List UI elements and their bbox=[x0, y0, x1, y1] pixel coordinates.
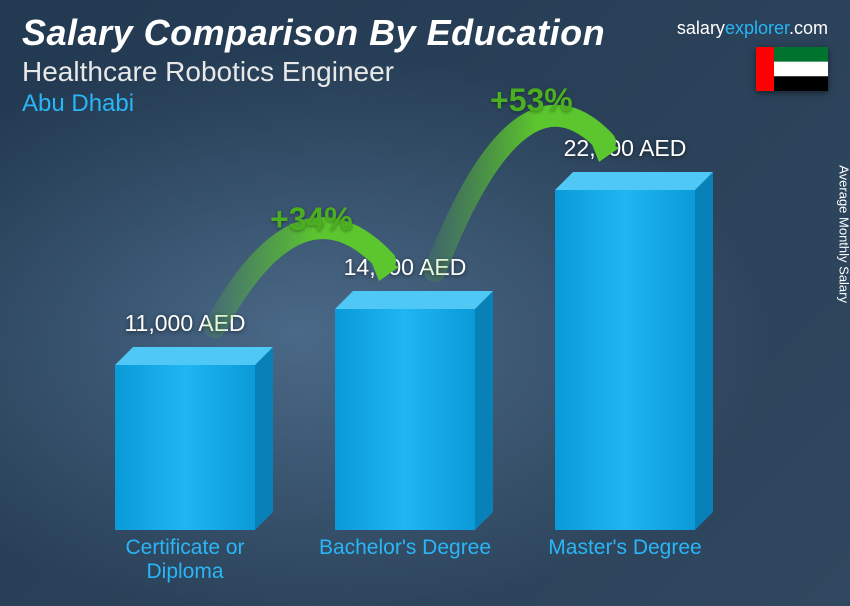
brand-text: salaryexplorer.com bbox=[677, 18, 828, 39]
brand-prefix: salary bbox=[677, 18, 725, 38]
location: Abu Dhabi bbox=[22, 90, 828, 118]
brand-mid: explorer bbox=[725, 18, 789, 38]
branding: salaryexplorer.com bbox=[677, 18, 828, 91]
uae-flag-icon bbox=[756, 47, 828, 91]
y-axis-label: Average Monthly Salary bbox=[837, 165, 850, 303]
brand-suffix: .com bbox=[789, 18, 828, 38]
salary-bar-chart: 11,000 AEDCertificate or Diploma14,700 A… bbox=[100, 126, 760, 586]
increase-arrow bbox=[100, 126, 760, 586]
increase-percent: +34% bbox=[270, 201, 353, 238]
